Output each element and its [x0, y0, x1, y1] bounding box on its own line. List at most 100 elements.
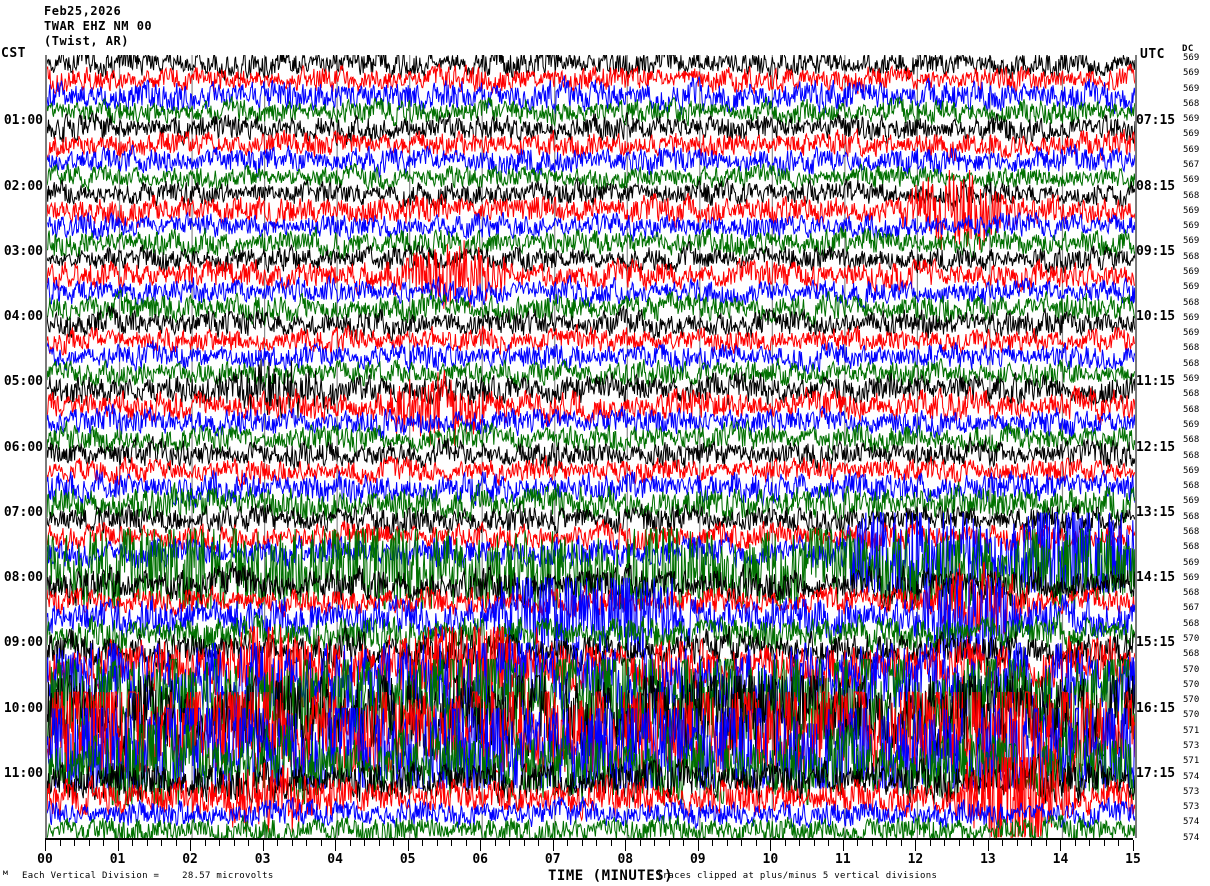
utc-tick-label: 11:15: [1136, 374, 1176, 390]
axis-minor-tick: [726, 840, 728, 846]
axis-major-tick: [45, 840, 46, 851]
seismic-trace: [47, 111, 1135, 147]
seismic-trace: [47, 63, 1135, 95]
cst-tick-label: 04:00: [3, 309, 43, 324]
cst-tick-label: 06:00: [3, 439, 43, 455]
dc-value-label: 568: [1183, 343, 1200, 354]
seismic-trace: [47, 340, 1135, 375]
dc-column-label: DC: [1182, 44, 1194, 54]
dc-value-label: 568: [1183, 435, 1200, 446]
axis-minor-tick: [204, 840, 206, 846]
dc-value-label: 567: [1183, 603, 1200, 614]
dc-value-label: 569: [1183, 129, 1200, 140]
dc-value-label: 569: [1183, 83, 1200, 94]
seismic-trace: [47, 625, 1135, 708]
dc-value-label: 569: [1183, 557, 1200, 568]
dc-value-label: 569: [1183, 419, 1200, 430]
dc-value-label: 568: [1183, 98, 1200, 109]
helicorder-plot[interactable]: [45, 55, 1137, 838]
axis-minor-tick: [973, 840, 975, 846]
axis-minor-tick: [219, 840, 221, 846]
axis-minor-tick: [132, 840, 134, 846]
dc-value-label: 569: [1183, 282, 1200, 293]
axis-minor-tick: [1103, 840, 1105, 846]
axis-minor-tick: [320, 840, 322, 846]
dc-value-label: 573: [1183, 740, 1200, 751]
axis-minor-tick: [364, 840, 366, 846]
seismic-trace: [47, 289, 1135, 329]
axis-minor-tick: [639, 840, 641, 846]
dc-value-label: 573: [1183, 786, 1200, 797]
header-date: Feb25,2026: [44, 4, 122, 18]
axis-baseline: [45, 838, 1133, 840]
dc-value-label: 574: [1183, 817, 1200, 828]
cst-tick-label: 01:00: [3, 113, 43, 129]
seismic-trace: [47, 95, 1135, 128]
seismogram-traces: [47, 55, 1135, 838]
axis-minor-tick: [306, 840, 308, 846]
axis-minor-tick: [277, 840, 279, 846]
axis-major-tick: [697, 840, 699, 851]
cst-axis-label: CST: [1, 46, 26, 61]
dc-value-label: 568: [1183, 358, 1200, 369]
x-tick-label: 07: [544, 852, 561, 867]
axis-minor-tick: [944, 840, 946, 846]
dc-value-label: 569: [1183, 465, 1200, 476]
dc-value-label: 569: [1183, 144, 1200, 155]
axis-major-tick: [1060, 840, 1062, 851]
axis-minor-tick: [958, 840, 960, 846]
clipping-note: Traces clipped at plus/minus 5 vertical …: [657, 871, 938, 881]
dc-value-label: 569: [1183, 205, 1200, 216]
seismic-trace: [47, 455, 1135, 489]
axis-minor-tick: [799, 840, 801, 846]
seismic-trace: [47, 359, 1135, 419]
dc-value-label: 569: [1183, 328, 1200, 339]
axis-minor-tick: [741, 840, 743, 846]
axis-minor-tick: [857, 840, 859, 846]
utc-axis-label: UTC: [1140, 47, 1165, 62]
seismic-trace: [47, 143, 1135, 179]
axis-minor-tick: [1002, 840, 1004, 846]
axis-minor-tick: [233, 840, 235, 846]
axis-minor-tick: [784, 840, 786, 846]
dc-value-label: 569: [1183, 312, 1200, 323]
x-tick-label: 03: [254, 852, 271, 867]
x-tick-label: 10: [762, 852, 779, 867]
seismic-trace: [47, 176, 1135, 212]
cst-tick-label: 08:00: [3, 570, 43, 585]
cst-tick-label: 10:00: [3, 700, 43, 716]
axis-major-tick: [987, 840, 989, 851]
axis-minor-tick: [1089, 840, 1091, 846]
x-axis-title: TIME (MINUTES): [548, 868, 674, 884]
axis-major-tick: [842, 840, 844, 851]
dc-value-label: 569: [1183, 496, 1200, 507]
utc-tick-label: 17:15: [1136, 765, 1176, 781]
axis-minor-tick: [509, 840, 511, 846]
axis-minor-tick: [596, 840, 598, 846]
seismic-trace: [47, 163, 1135, 192]
axis-minor-tick: [161, 840, 163, 846]
dc-value-label: 568: [1183, 649, 1200, 660]
axis-minor-tick: [378, 840, 380, 846]
dc-value-label: 569: [1183, 236, 1200, 247]
axis-minor-tick: [436, 840, 438, 846]
cst-tick-label: 03:00: [3, 243, 43, 259]
utc-tick-label: 12:15: [1136, 439, 1176, 455]
axis-minor-tick: [581, 840, 583, 846]
x-tick-label: 00: [37, 852, 53, 867]
dc-value-label: 574: [1183, 832, 1200, 843]
header-location: (Twist, AR): [44, 34, 129, 48]
axis-major-tick: [190, 840, 192, 851]
x-tick-label: 02: [182, 852, 198, 867]
dc-value-label: 569: [1183, 572, 1200, 583]
seismic-trace: [47, 403, 1135, 439]
utc-tick-label: 10:15: [1136, 309, 1176, 324]
dc-value-label: 571: [1183, 725, 1200, 736]
x-tick-label: 01: [109, 852, 126, 867]
cst-tick-label: 05:00: [3, 374, 43, 390]
axis-minor-tick: [1118, 840, 1120, 846]
utc-tick-label: 07:15: [1136, 113, 1176, 129]
axis-major-tick: [1133, 840, 1134, 851]
axis-minor-tick: [871, 840, 873, 846]
axis-major-tick: [262, 840, 264, 851]
